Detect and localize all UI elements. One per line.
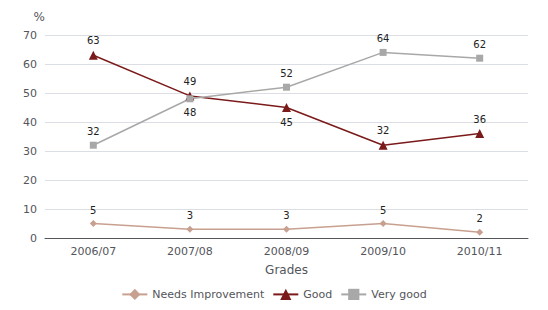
svg-text:2: 2 bbox=[477, 213, 483, 224]
svg-text:2009/10: 2009/10 bbox=[360, 245, 406, 258]
svg-text:70: 70 bbox=[23, 29, 37, 42]
svg-text:5: 5 bbox=[380, 205, 386, 216]
svg-text:Very good: Very good bbox=[371, 288, 426, 301]
svg-text:32: 32 bbox=[377, 125, 390, 136]
svg-text:10: 10 bbox=[23, 203, 37, 216]
svg-text:48: 48 bbox=[184, 107, 197, 118]
svg-text:50: 50 bbox=[23, 87, 37, 100]
svg-text:3: 3 bbox=[283, 210, 289, 221]
svg-text:2007/08: 2007/08 bbox=[167, 245, 213, 258]
svg-text:60: 60 bbox=[23, 58, 37, 71]
svg-text:Good: Good bbox=[303, 288, 332, 301]
svg-text:49: 49 bbox=[184, 76, 197, 87]
svg-text:32: 32 bbox=[87, 126, 100, 137]
svg-text:%: % bbox=[34, 10, 45, 24]
svg-text:Grades: Grades bbox=[265, 263, 308, 277]
svg-text:36: 36 bbox=[473, 114, 486, 125]
svg-text:52: 52 bbox=[280, 68, 293, 79]
svg-text:5: 5 bbox=[90, 205, 96, 216]
svg-text:62: 62 bbox=[473, 39, 486, 50]
svg-text:Needs Improvement: Needs Improvement bbox=[152, 288, 265, 301]
svg-text:2006/07: 2006/07 bbox=[70, 245, 116, 258]
svg-text:20: 20 bbox=[23, 174, 37, 187]
svg-text:3: 3 bbox=[187, 210, 193, 221]
svg-text:2008/09: 2008/09 bbox=[264, 245, 310, 258]
svg-text:64: 64 bbox=[377, 33, 390, 44]
svg-text:30: 30 bbox=[23, 145, 37, 158]
svg-text:2010/11: 2010/11 bbox=[457, 245, 503, 258]
svg-text:63: 63 bbox=[87, 35, 100, 46]
svg-text:40: 40 bbox=[23, 116, 37, 129]
svg-text:0: 0 bbox=[30, 232, 37, 245]
svg-text:45: 45 bbox=[280, 117, 293, 128]
